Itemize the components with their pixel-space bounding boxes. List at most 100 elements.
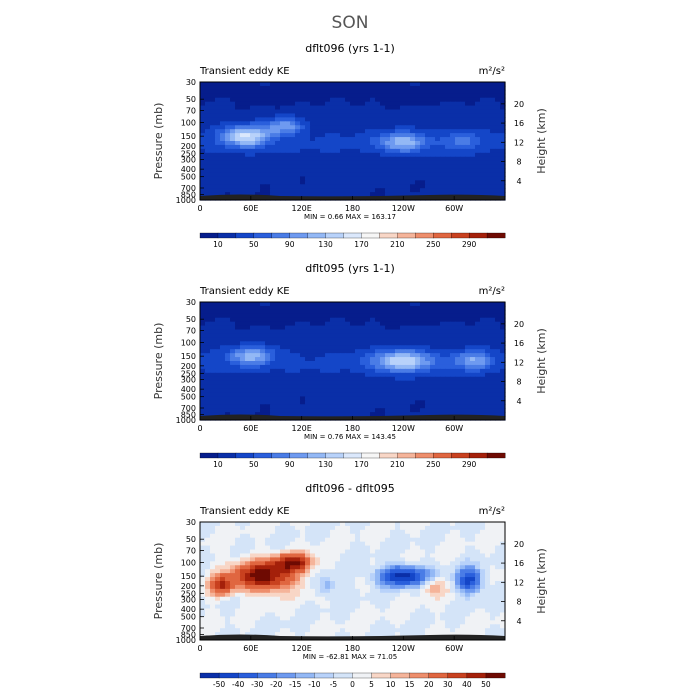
field-cell — [460, 101, 466, 107]
field-cell — [485, 357, 491, 362]
field-cell — [210, 121, 216, 126]
field-cell — [245, 321, 251, 327]
field-cell — [325, 105, 331, 111]
field-cell — [290, 529, 296, 535]
field-cell — [220, 337, 226, 342]
field-cell — [365, 125, 371, 130]
field-cell — [415, 408, 421, 413]
field-cell — [495, 412, 501, 417]
field-cell — [240, 180, 246, 185]
field-cell — [230, 412, 236, 417]
left-string: Transient eddy KE — [199, 66, 290, 77]
field-cell — [475, 581, 481, 586]
field-cell — [485, 101, 491, 107]
field-cell — [370, 85, 376, 91]
field-cell — [500, 329, 506, 335]
field-cell — [230, 148, 236, 154]
field-cell — [275, 125, 281, 130]
field-cell — [450, 396, 456, 401]
field-cell — [450, 349, 456, 354]
field-cell — [340, 129, 346, 134]
field-cell — [370, 152, 376, 158]
field-cell — [430, 588, 436, 594]
field-cell — [495, 396, 501, 401]
field-cell — [400, 529, 406, 535]
field-cell — [205, 172, 211, 177]
field-cell — [425, 561, 431, 566]
field-cell — [455, 148, 461, 154]
field-cell — [500, 345, 506, 350]
field-cell — [420, 525, 426, 531]
field-cell — [315, 93, 321, 99]
y-tick-label: 700 — [181, 404, 196, 413]
field-cell — [460, 372, 466, 378]
field-cell — [215, 109, 221, 115]
field-cell — [250, 361, 256, 366]
field-cell — [310, 82, 316, 87]
field-cell — [480, 129, 486, 134]
field-cell — [345, 329, 351, 335]
field-cell — [485, 152, 491, 158]
field-cell — [205, 141, 211, 146]
field-cell — [285, 545, 291, 551]
field-cell — [265, 152, 271, 158]
field-cell — [450, 553, 456, 558]
field-cell — [255, 384, 261, 390]
field-cell — [400, 113, 406, 118]
field-cell — [365, 192, 371, 197]
field-cell — [320, 353, 326, 358]
field-cell — [265, 141, 271, 146]
field-cell — [320, 164, 326, 170]
field-cell — [415, 180, 421, 185]
field-cell — [405, 392, 411, 397]
field-cell — [305, 180, 311, 185]
field-cell — [290, 573, 296, 578]
field-cell — [465, 573, 471, 578]
field-cell — [450, 176, 456, 181]
panel-1: dflt096 (yrs 1-1)Transient eddy KE m²/s²3… — [152, 42, 548, 249]
field-cell — [385, 368, 391, 374]
field-cell — [360, 121, 366, 126]
field-cell — [250, 172, 256, 177]
field-cell — [465, 368, 471, 374]
field-cell — [445, 141, 451, 146]
field-cell — [270, 109, 276, 115]
field-cell — [245, 577, 251, 582]
field-cell — [355, 541, 361, 547]
field-cell — [475, 337, 481, 342]
field-cell — [265, 553, 271, 558]
field-cell — [285, 188, 291, 193]
field-cell — [230, 164, 236, 170]
field-cell — [420, 184, 426, 189]
field-cell — [355, 372, 361, 378]
field-cell — [305, 404, 311, 409]
field-cell — [335, 309, 341, 315]
field-cell — [480, 400, 486, 405]
field-cell — [255, 137, 261, 142]
field-cell — [400, 329, 406, 335]
field-cell — [280, 588, 286, 594]
field-cell — [465, 309, 471, 315]
field-cell — [360, 313, 366, 319]
colorbar-label: 250 — [426, 460, 441, 469]
field-cell — [200, 392, 206, 397]
field-cell — [295, 372, 301, 378]
field-cell — [210, 380, 216, 386]
field-cell — [305, 144, 311, 150]
field-cell — [210, 337, 216, 342]
left-string: Transient eddy KE — [199, 506, 290, 517]
field-cell — [435, 384, 441, 390]
field-cell — [350, 89, 356, 95]
field-cell — [210, 592, 216, 598]
field-cell — [245, 541, 251, 547]
field-cell — [340, 372, 346, 378]
field-cell — [375, 97, 381, 103]
field-cell — [265, 85, 271, 91]
field-cell — [305, 188, 311, 193]
field-cell — [445, 133, 451, 138]
field-cell — [235, 137, 241, 142]
field-cell — [365, 345, 371, 350]
field-cell — [430, 341, 436, 346]
field-cell — [470, 412, 476, 417]
field-cell — [400, 573, 406, 578]
